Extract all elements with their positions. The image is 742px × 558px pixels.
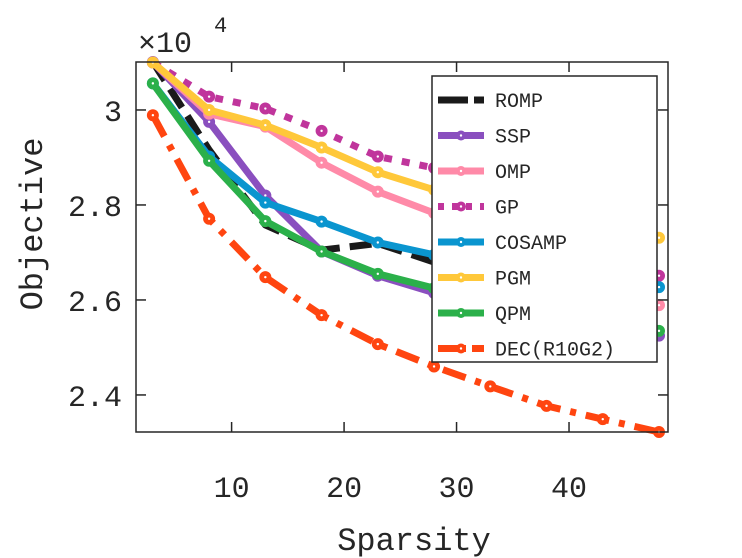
legend-item: ROMP bbox=[438, 91, 543, 114]
legend-item: COSAMP bbox=[438, 233, 567, 256]
legend-label: ROMP bbox=[495, 91, 543, 114]
x-axis-label: Sparsity bbox=[337, 523, 491, 558]
data-point-center bbox=[320, 250, 323, 253]
legend-marker-center bbox=[459, 240, 463, 244]
legend-marker-center bbox=[459, 205, 463, 208]
data-point-center bbox=[264, 275, 267, 279]
data-point-center bbox=[264, 219, 267, 223]
data-point-center bbox=[376, 342, 380, 346]
y-axis-label: Objective bbox=[15, 138, 52, 311]
data-point-center bbox=[376, 170, 380, 174]
data-point-center bbox=[207, 159, 211, 162]
legend-label: DEC(R10G2) bbox=[495, 340, 615, 363]
data-point-center bbox=[320, 313, 323, 317]
data-point-center bbox=[376, 241, 380, 244]
legend-marker-center bbox=[459, 169, 463, 173]
legend-item: GP bbox=[438, 198, 519, 221]
axes-box bbox=[135, 61, 669, 433]
legend-label: OMP bbox=[495, 162, 531, 185]
x-tick-label: 20 bbox=[326, 473, 362, 507]
data-point-center bbox=[657, 303, 661, 307]
legend-label: SSP bbox=[495, 127, 531, 150]
data-point-center bbox=[151, 82, 155, 85]
data-point-center bbox=[657, 236, 661, 239]
legend-marker-center bbox=[459, 134, 463, 137]
legend-box bbox=[431, 75, 658, 363]
data-point-center bbox=[489, 385, 492, 388]
legend: ROMP SSP OMP GP COSAMP PGM QPM DEC(R10G2) bbox=[431, 75, 658, 363]
legend-label: QPM bbox=[495, 304, 531, 327]
data-point-center bbox=[264, 107, 267, 110]
y-tick-label: 2.8 bbox=[68, 192, 122, 226]
data-point-center bbox=[376, 190, 380, 193]
legend-marker-center bbox=[459, 311, 463, 315]
series-line bbox=[149, 113, 660, 436]
data-point-center bbox=[207, 95, 211, 98]
legend-item: QPM bbox=[438, 304, 531, 327]
legend-item: PGM bbox=[438, 269, 531, 292]
legend-item: OMP bbox=[438, 162, 531, 185]
data-point-center bbox=[207, 217, 211, 220]
data-point-center bbox=[545, 404, 548, 408]
y-exponent-power: 4 bbox=[214, 14, 227, 39]
x-tick-label: 30 bbox=[439, 473, 475, 507]
ticks: 10 20 30 40 2.4 2.6 2.8 3 bbox=[68, 62, 668, 507]
y-tick-label: 3 bbox=[104, 97, 122, 131]
data-point-center bbox=[264, 201, 267, 204]
legend-item: SSP bbox=[438, 127, 531, 150]
data-point-center bbox=[151, 113, 155, 117]
data-point-center bbox=[376, 272, 380, 276]
data-point-center bbox=[320, 220, 323, 223]
y-tick-label: 2.6 bbox=[68, 287, 122, 321]
data-point-center bbox=[264, 123, 267, 127]
series-line bbox=[151, 59, 661, 279]
legend-label: PGM bbox=[495, 269, 531, 292]
data-point-center bbox=[320, 146, 323, 149]
data-point-center bbox=[432, 365, 436, 368]
x-tick-label: 10 bbox=[214, 473, 250, 507]
data-point-center bbox=[264, 194, 267, 197]
data-point-center bbox=[657, 285, 661, 289]
data-point-center bbox=[207, 108, 211, 112]
data-point-center bbox=[320, 129, 323, 133]
legend-label: GP bbox=[495, 198, 519, 221]
y-exponent-base: ×10 bbox=[138, 28, 192, 62]
legend-marker-center bbox=[459, 276, 463, 279]
y-tick-label: 2.4 bbox=[68, 382, 122, 416]
legend-label: COSAMP bbox=[495, 233, 567, 256]
data-point-center bbox=[657, 329, 661, 333]
data-point-center bbox=[320, 161, 323, 164]
x-tick-label: 40 bbox=[551, 473, 587, 507]
data-point-center bbox=[657, 274, 661, 277]
data-point-center bbox=[207, 120, 211, 124]
legend-marker-center bbox=[459, 347, 463, 350]
data-point-center bbox=[376, 155, 380, 158]
y-exponent: ×10 4 bbox=[138, 14, 227, 62]
series-dec-r10g2- bbox=[146, 109, 666, 438]
data-point-center bbox=[601, 417, 604, 421]
legend-item: DEC(R10G2) bbox=[438, 340, 615, 363]
